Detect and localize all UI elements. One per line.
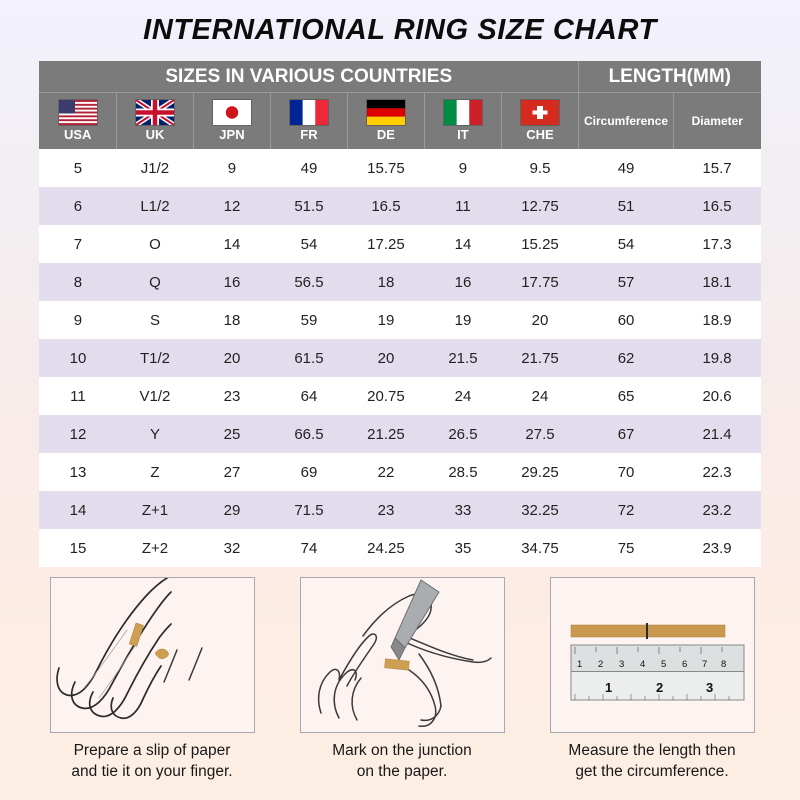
svg-text:5: 5 [661, 659, 666, 670]
svg-text:4: 4 [640, 659, 645, 670]
svg-text:2: 2 [598, 659, 603, 670]
svg-text:3: 3 [619, 659, 624, 670]
svg-text:6: 6 [682, 659, 687, 670]
svg-text:8: 8 [721, 659, 726, 670]
svg-text:3: 3 [706, 680, 713, 695]
svg-text:1: 1 [577, 659, 582, 670]
svg-text:1: 1 [605, 680, 612, 695]
svg-text:2: 2 [656, 680, 663, 695]
svg-text:7: 7 [702, 659, 707, 670]
